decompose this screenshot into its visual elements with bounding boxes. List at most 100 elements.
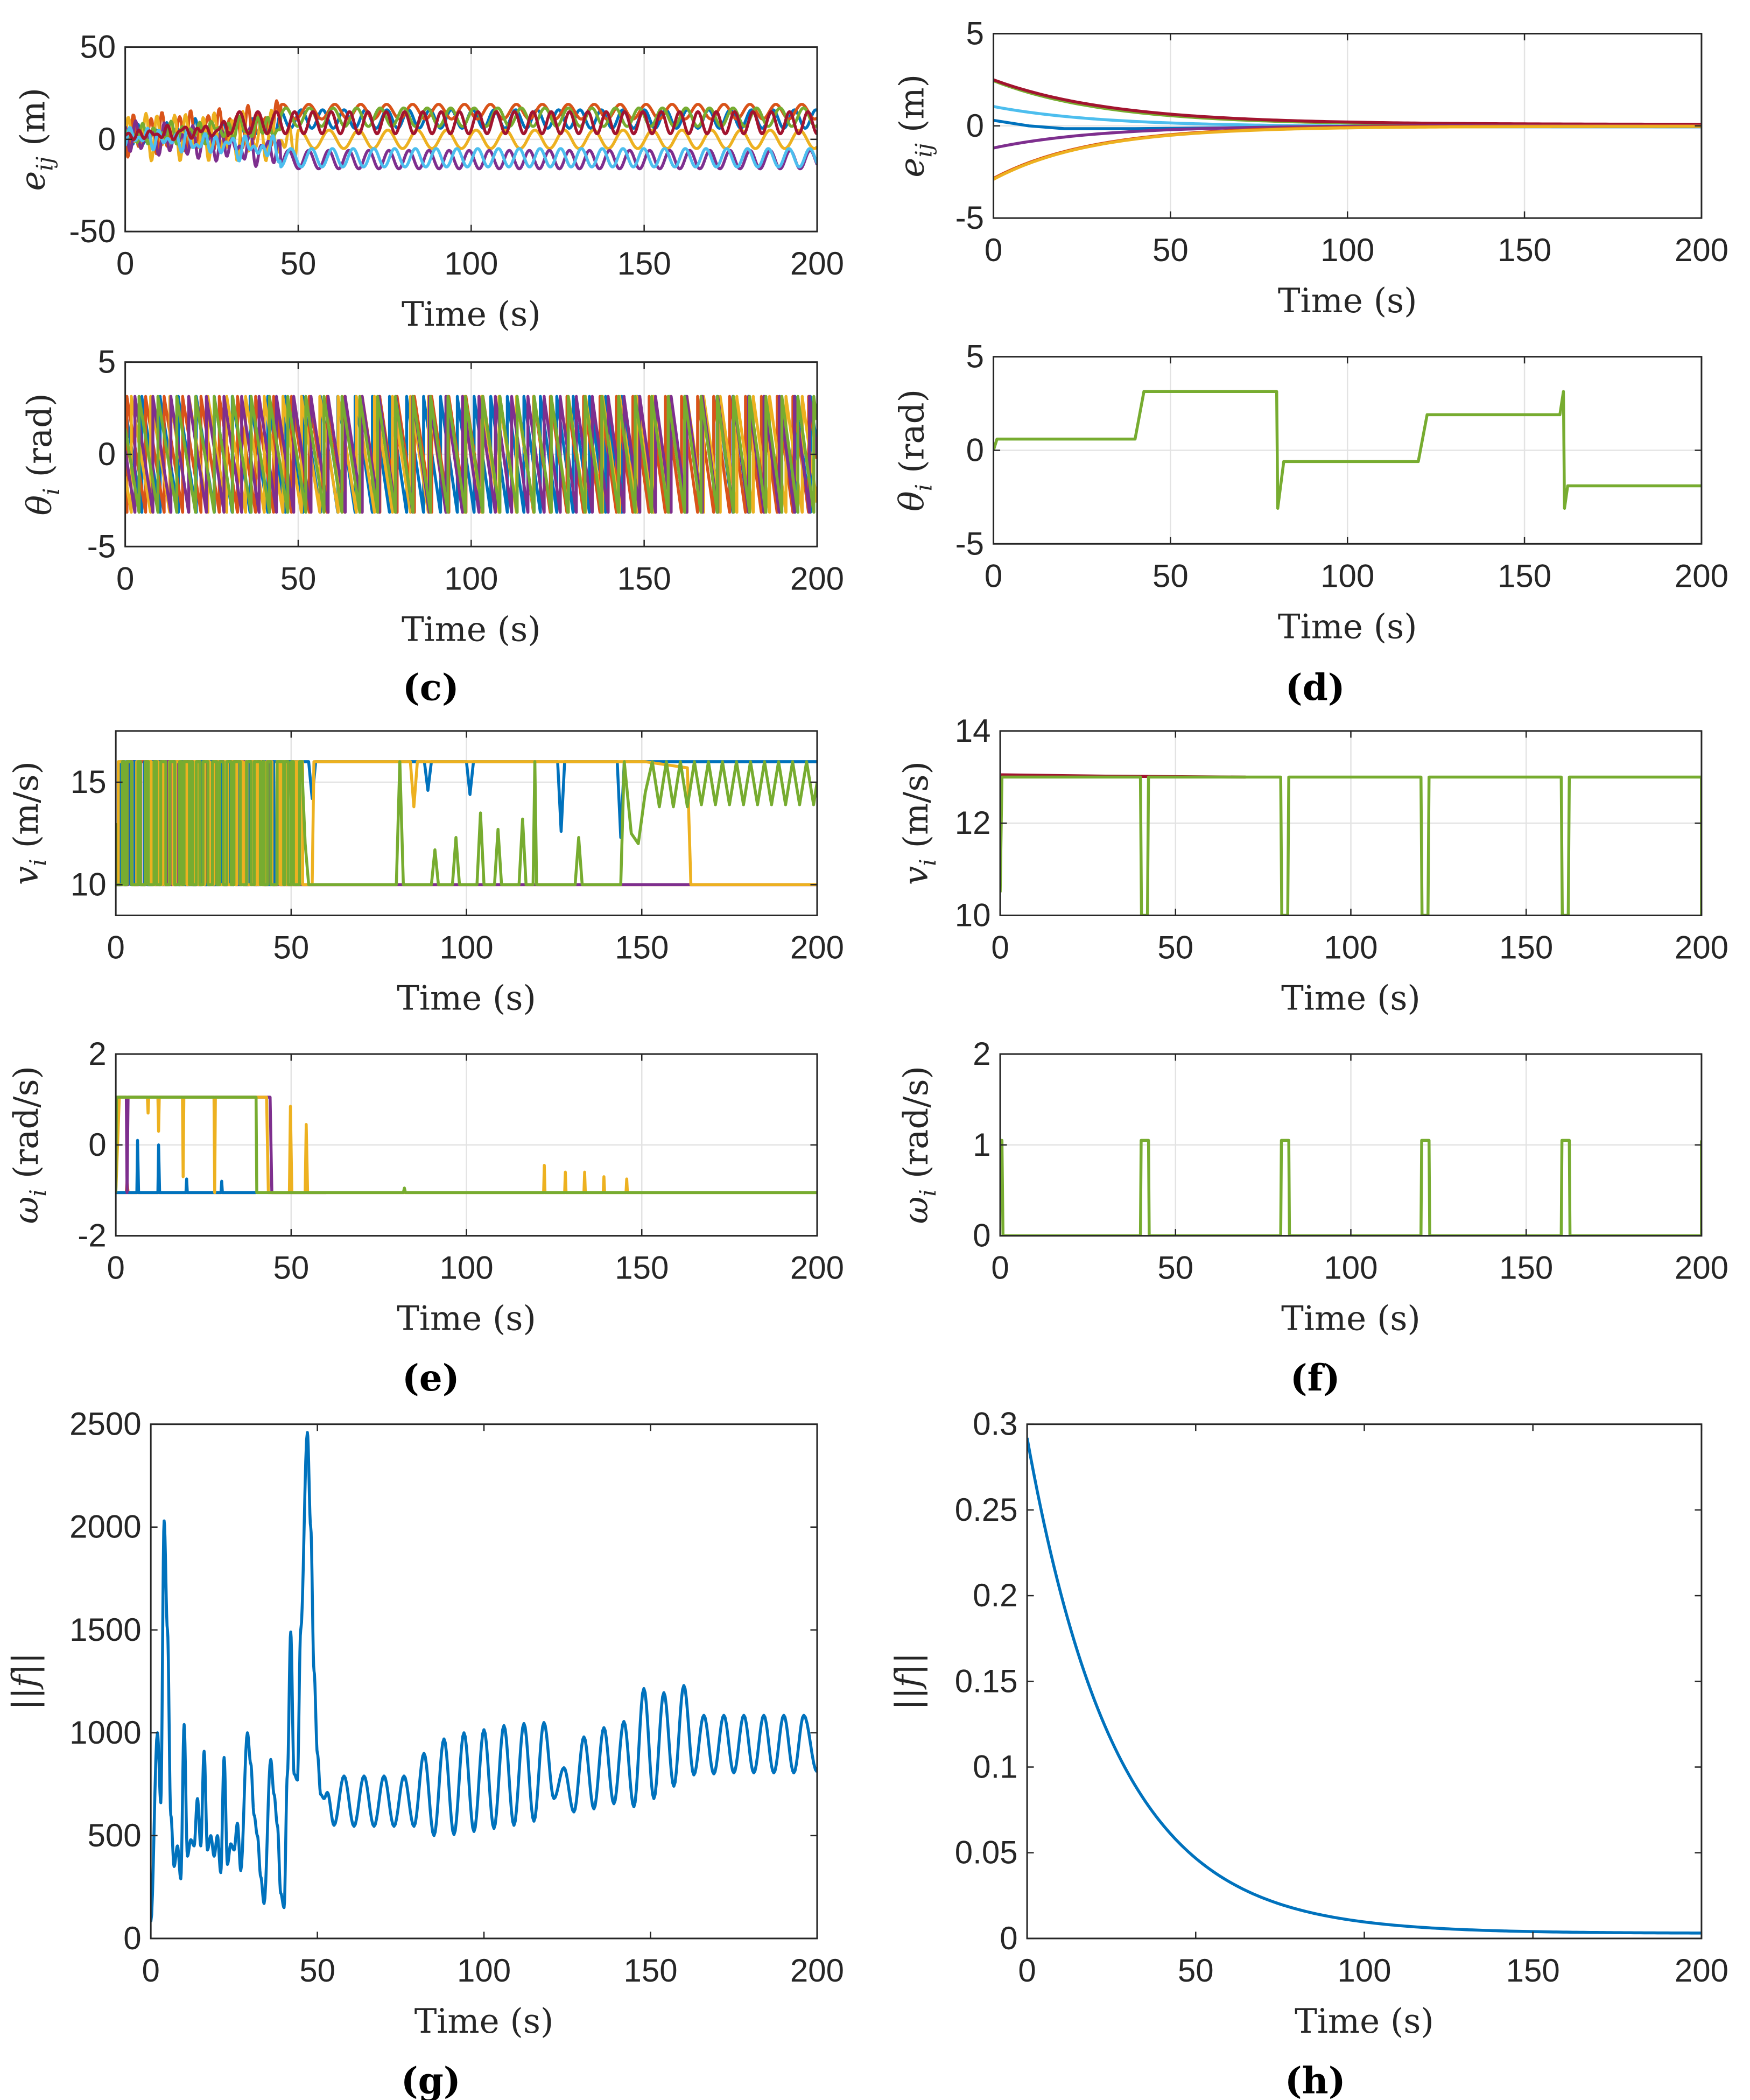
y-axis-label: θi (rad) — [892, 389, 938, 511]
x-tick-label: 200 — [790, 560, 844, 596]
x-tick-label: 150 — [617, 560, 671, 596]
series-line-blue — [116, 1139, 256, 1195]
y-tick-label: 0 — [98, 436, 116, 472]
series-line-yellow — [125, 108, 817, 163]
x-tick-label: 200 — [790, 929, 844, 965]
x-axis-label: Time (s) — [397, 978, 536, 1017]
y-tick-label: 0.1 — [973, 1749, 1017, 1785]
series-line-blue — [1027, 1437, 1702, 1935]
y-tick-label: 0 — [98, 121, 116, 157]
plot-area — [151, 1424, 817, 1939]
series-group — [116, 760, 817, 887]
x-tick-label: 0 — [985, 232, 1002, 268]
series-line-green — [1000, 1139, 1702, 1236]
y-axis-label: eij (m) — [13, 88, 59, 191]
x-tick-label: 50 — [280, 560, 317, 596]
x-tick-label: 200 — [790, 245, 844, 282]
x-tick-label: 100 — [1320, 558, 1374, 594]
x-tick-label: 50 — [273, 929, 309, 965]
series-line-lightblue — [125, 126, 817, 168]
series-group — [1000, 1139, 1702, 1236]
series-line-blue — [151, 1431, 817, 1922]
y-tick-label: 0 — [1000, 1920, 1017, 1956]
x-tick-label: 150 — [623, 1952, 677, 1989]
x-tick-label: 50 — [273, 1250, 309, 1286]
x-tick-label: 0 — [116, 245, 134, 282]
series-group — [125, 99, 817, 171]
x-tick-label: 100 — [1337, 1952, 1391, 1989]
y-tick-label: 0.2 — [973, 1577, 1017, 1613]
series-line-green — [116, 760, 817, 887]
y-tick-label: 5 — [966, 339, 984, 375]
x-tick-label: 150 — [615, 929, 669, 965]
x-tick-label: 0 — [1018, 1952, 1036, 1989]
x-tick-label: 150 — [1498, 232, 1551, 268]
series-line-darkred — [125, 110, 817, 142]
series-group — [125, 395, 817, 514]
y-tick-label: -5 — [87, 528, 116, 564]
x-axis-label: Time (s) — [1281, 978, 1421, 1017]
y-tick-label: -50 — [69, 213, 116, 249]
x-tick-label: 0 — [991, 1250, 1009, 1286]
y-tick-label: 2 — [973, 1036, 990, 1072]
x-tick-label: 200 — [1675, 558, 1728, 594]
subfigure-caption-g: (g) — [401, 2059, 461, 2100]
subfigure-caption-d: (d) — [1285, 666, 1345, 708]
y-tick-label: 0.3 — [973, 1406, 1017, 1442]
x-tick-label: 150 — [1499, 1250, 1553, 1286]
y-tick-label: -5 — [955, 525, 984, 561]
y-tick-label: 14 — [955, 713, 991, 749]
x-tick-label: 100 — [440, 1250, 494, 1286]
y-tick-label: 1 — [973, 1127, 990, 1163]
y-axis-label: eij (m) — [892, 74, 938, 178]
y-tick-label: 2000 — [69, 1509, 141, 1545]
x-tick-label: 50 — [1157, 929, 1193, 965]
x-tick-label: 100 — [457, 1952, 511, 1989]
y-tick-label: 0.05 — [955, 1835, 1018, 1871]
x-axis-label: Time (s) — [402, 609, 541, 649]
subplot-p10: 0 50 100 150 200 0 0.05 0.1 0.15 0.2 0.25 0.3 Time (… — [888, 1406, 1728, 2041]
x-tick-label: 0 — [116, 560, 134, 596]
y-tick-label: 0 — [966, 108, 984, 144]
x-tick-label: 50 — [280, 245, 317, 282]
series-line-green — [993, 390, 1702, 510]
subfigure-caption-h: (h) — [1285, 2059, 1346, 2100]
y-axis-label: ωi (rad/s) — [6, 1066, 52, 1224]
x-tick-label: 100 — [1324, 1250, 1377, 1286]
y-tick-label: -2 — [78, 1218, 106, 1254]
x-tick-label: 100 — [1320, 232, 1374, 268]
x-tick-label: 0 — [142, 1952, 159, 1989]
x-tick-label: 100 — [444, 560, 498, 596]
series-group — [151, 1431, 817, 1922]
series-group — [993, 390, 1702, 510]
y-tick-label: 0 — [88, 1127, 106, 1163]
series-group — [1000, 773, 1702, 916]
subplot-p8: 0 50 100 150 200 0 1 2 Time (s) ωi (rad/s) — [896, 1036, 1728, 1338]
x-tick-label: 0 — [107, 1250, 124, 1286]
series-line-purple — [125, 119, 817, 171]
y-tick-label: 0.25 — [955, 1492, 1018, 1528]
subfigure-caption-e: (e) — [402, 1357, 460, 1399]
y-tick-label: 0 — [966, 432, 984, 468]
subplot-p5: 0 50 100 150 200 10 15 Time (s) vi (m/s) — [6, 730, 844, 1017]
y-tick-label: 0.15 — [955, 1663, 1018, 1699]
series-line-green — [116, 1095, 817, 1195]
series-group — [1027, 1437, 1702, 1935]
series-line-yellow — [993, 125, 1702, 181]
x-tick-label: 50 — [1178, 1952, 1214, 1989]
x-tick-label: 200 — [1675, 1952, 1728, 1989]
y-tick-label: 50 — [80, 29, 116, 65]
x-axis-label: Time (s) — [414, 2001, 554, 2041]
y-axis-label: vi (m/s) — [896, 761, 941, 885]
y-tick-label: -5 — [955, 200, 984, 236]
y-axis-label: ||f|| — [888, 1653, 927, 1710]
plot-area — [1027, 1424, 1702, 1939]
x-tick-label: 50 — [1152, 232, 1189, 268]
x-tick-label: 200 — [790, 1250, 844, 1286]
y-tick-label: 1500 — [69, 1612, 141, 1648]
